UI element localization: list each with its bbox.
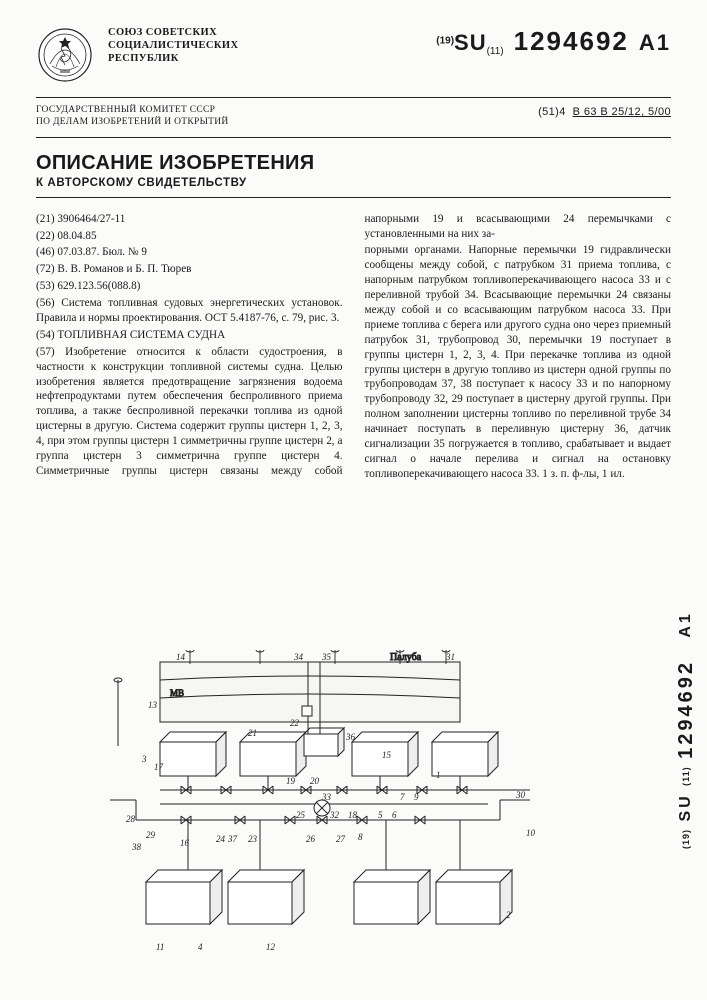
side-su: SU	[677, 793, 694, 821]
svg-text:3: 3	[141, 754, 147, 764]
field-54: (54) ТОПЛИВНАЯ СИСТЕМА СУДНА	[36, 328, 343, 343]
doc-subtitle: К АВТОРСКОМУ СВИДЕТЕЛЬСТВУ	[36, 177, 671, 189]
abstract-right: порными органами. Напорные перемычки 19 …	[365, 243, 672, 481]
ipc-prefix: (51)4	[538, 106, 566, 118]
svg-text:19: 19	[286, 776, 296, 786]
svg-text:14: 14	[176, 652, 186, 662]
union-line: СОЦИАЛИСТИЧЕСКИХ	[108, 39, 238, 52]
svg-text:15: 15	[382, 750, 392, 760]
su-prefix: (19)	[436, 36, 454, 47]
svg-text:26: 26	[306, 834, 316, 844]
svg-text:38: 38	[131, 842, 142, 852]
svg-text:37: 37	[227, 834, 238, 844]
field-22: (22) 08.04.85	[36, 229, 343, 244]
svg-text:18: 18	[348, 810, 358, 820]
svg-text:17: 17	[154, 762, 164, 772]
figure-svg: Палуба МВ	[90, 650, 550, 970]
svg-text:30: 30	[515, 790, 526, 800]
committee: ГОСУДАРСТВЕННЫЙ КОМИТЕТ СССР ПО ДЕЛАМ ИЗ…	[36, 104, 256, 129]
lower-tanks	[146, 870, 512, 924]
svg-text:22: 22	[290, 718, 300, 728]
svg-text:13: 13	[148, 700, 158, 710]
union-name: СОЮЗ СОВЕТСКИХ СОЦИАЛИСТИЧЕСКИХ РЕСПУБЛИ…	[108, 26, 238, 65]
svg-text:4: 4	[198, 942, 203, 952]
num-prefix: (11)	[487, 46, 504, 57]
side-number: 1294692	[675, 660, 697, 759]
svg-text:8: 8	[358, 832, 363, 842]
svg-text:32: 32	[329, 810, 340, 820]
field-21: (21) 3906464/27-11	[36, 212, 343, 227]
svg-text:1: 1	[436, 770, 441, 780]
field-72: (72) В. В. Романов и Б. П. Тюрев	[36, 262, 343, 277]
ipc-code: В 63 В 25/12, 5/00	[573, 106, 671, 118]
svg-text:35: 35	[321, 652, 332, 662]
svg-text:5: 5	[378, 810, 383, 820]
palufa-label: Палуба	[390, 652, 422, 663]
svg-text:24: 24	[216, 834, 226, 844]
svg-text:34: 34	[293, 652, 304, 662]
svg-text:23: 23	[248, 834, 258, 844]
header: СОЮЗ СОВЕТСКИХ СОЦИАЛИСТИЧЕСКИХ РЕСПУБЛИ…	[36, 26, 671, 89]
svg-text:20: 20	[310, 776, 320, 786]
field-46: (46) 07.03.87. Бюл. № 9	[36, 245, 343, 260]
svg-text:16: 16	[180, 838, 190, 848]
header-rule	[36, 97, 671, 98]
side-doc-number: (19) SU (11) 1294692 A1	[675, 520, 699, 940]
ipc-classification: (51)4 В 63 В 25/12, 5/00	[411, 104, 671, 118]
side-a1: A1	[677, 611, 694, 637]
svg-text:29: 29	[146, 830, 156, 840]
svg-text:11: 11	[156, 942, 164, 952]
svg-text:9: 9	[414, 792, 419, 802]
patent-number: 1294692	[514, 26, 629, 57]
svg-text:36: 36	[345, 732, 356, 742]
union-line: СОЮЗ СОВЕТСКИХ	[108, 26, 238, 39]
svg-text:21: 21	[248, 728, 257, 738]
title-rule	[36, 197, 671, 198]
title-block: ОПИСАНИЕ ИЗОБРЕТЕНИЯ К АВТОРСКОМУ СВИДЕТ…	[36, 152, 671, 189]
patent-page: СОЮЗ СОВЕТСКИХ СОЦИАЛИСТИЧЕСКИХ РЕСПУБЛИ…	[0, 0, 707, 1000]
committee-row: ГОСУДАРСТВЕННЫЙ КОМИТЕТ СССР ПО ДЕЛАМ ИЗ…	[36, 104, 671, 129]
svg-text:27: 27	[336, 834, 346, 844]
side-num-prefix: (11)	[681, 766, 691, 786]
side-su-prefix: (19)	[681, 829, 691, 849]
svg-text:2: 2	[506, 910, 511, 920]
field-56: (56) Система топливная судовых энергетич…	[36, 296, 343, 326]
doc-kind: A1	[639, 30, 671, 56]
svg-text:7: 7	[400, 792, 405, 802]
su-code: SU	[454, 30, 487, 55]
svg-text:12: 12	[266, 942, 276, 952]
svg-text:31: 31	[445, 652, 455, 662]
field-53: (53) 629.123.56(088.8)	[36, 279, 343, 294]
svg-text:6: 6	[392, 810, 397, 820]
mv-label: МВ	[170, 688, 184, 698]
mid-rule	[36, 137, 671, 138]
svg-text:25: 25	[296, 810, 306, 820]
document-number: (19)SU(11) 1294692 A1	[436, 26, 671, 57]
svg-text:10: 10	[526, 828, 536, 838]
body-columns: (21) 3906464/27-11 (22) 08.04.85 (46) 07…	[36, 212, 671, 582]
figure: Палуба МВ	[90, 650, 550, 970]
svg-text:28: 28	[126, 814, 136, 824]
emblem-icon	[36, 26, 94, 84]
committee-line: ГОСУДАРСТВЕННЫЙ КОМИТЕТ СССР	[36, 104, 256, 116]
state-emblem	[36, 26, 94, 89]
doc-title: ОПИСАНИЕ ИЗОБРЕТЕНИЯ	[36, 152, 671, 175]
committee-line: ПО ДЕЛАМ ИЗОБРЕТЕНИЙ И ОТКРЫТИЙ	[36, 116, 256, 128]
svg-text:33: 33	[321, 792, 332, 802]
union-line: РЕСПУБЛИК	[108, 52, 238, 65]
